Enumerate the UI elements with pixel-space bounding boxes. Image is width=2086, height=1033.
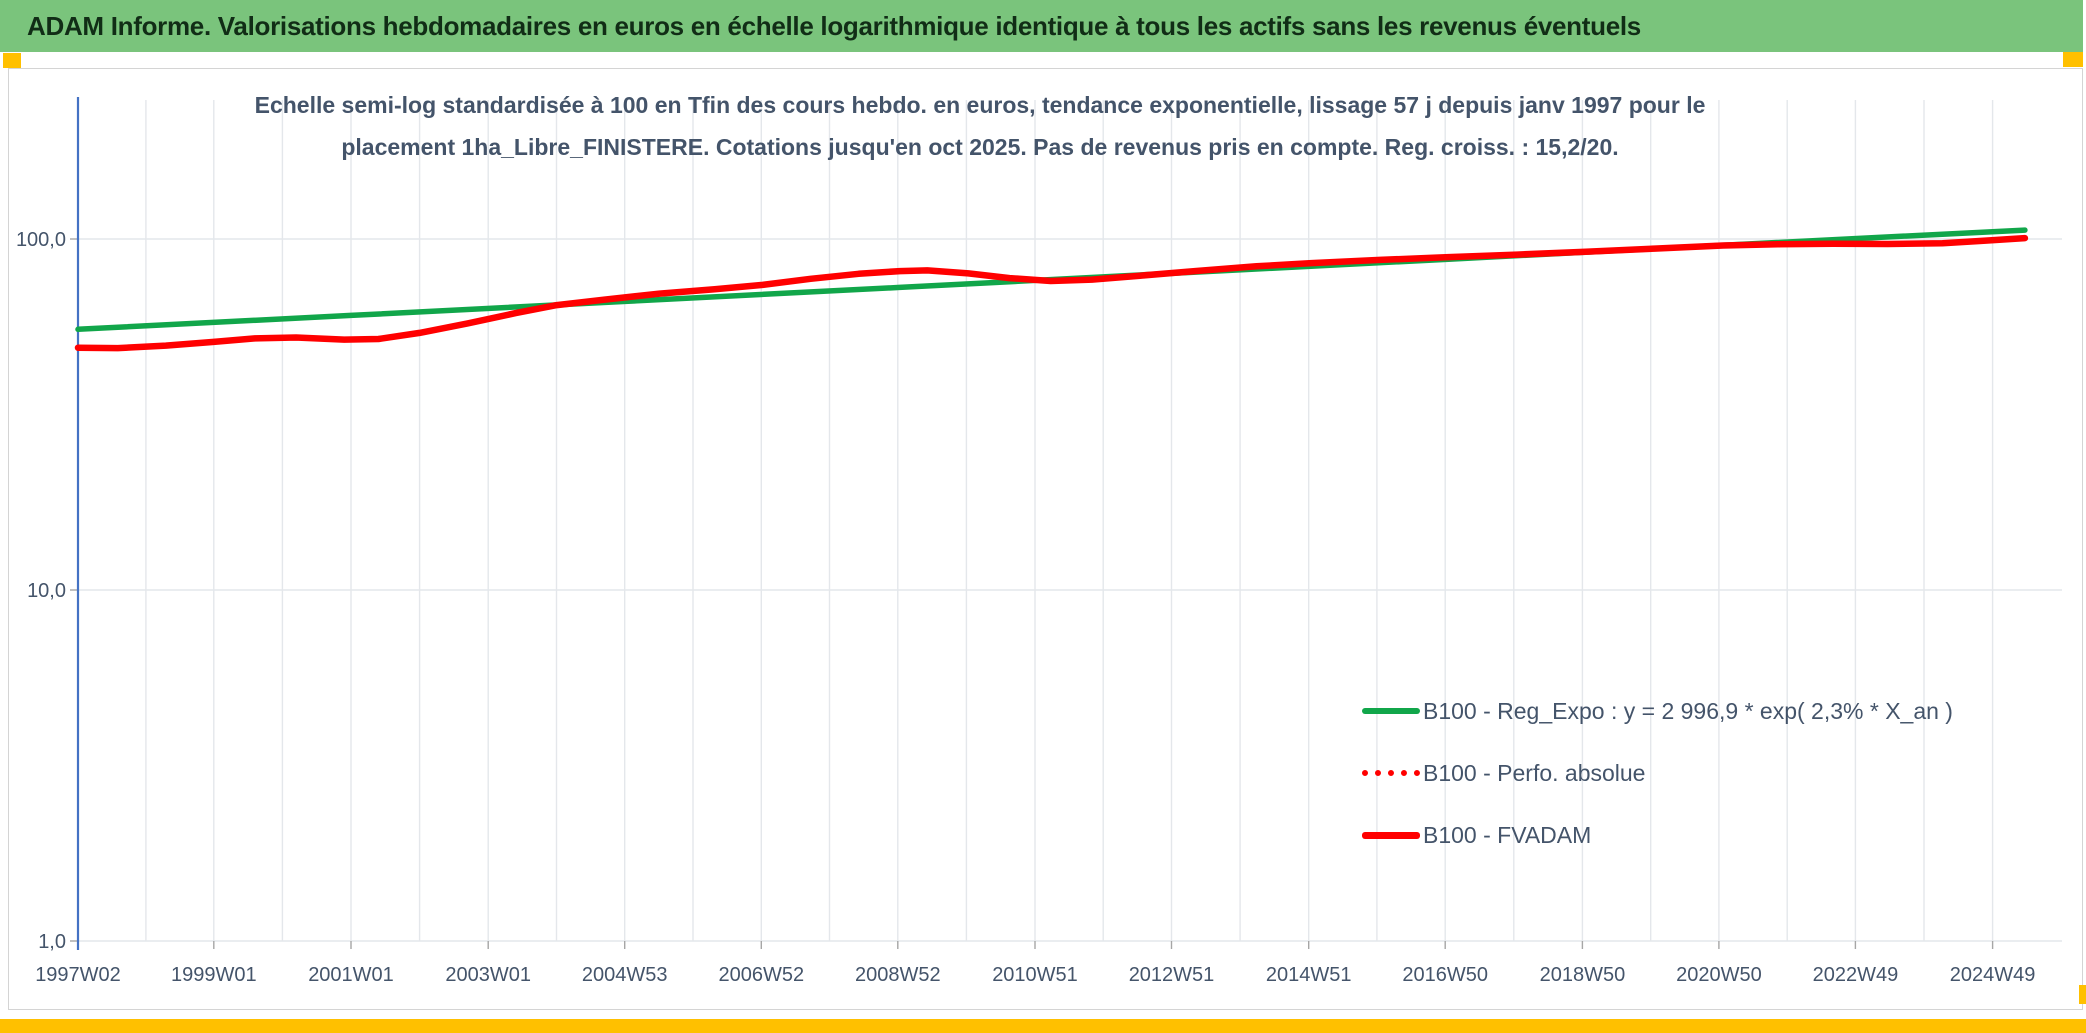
legend-item-fvadam: B100 - FVADAM: [1362, 804, 1953, 866]
legend-label: B100 - FVADAM: [1423, 821, 1592, 848]
legend-solid-line-sample: [1362, 831, 1420, 839]
chart-subtitle: Echelle semi-log standardisée à 100 en T…: [170, 84, 1790, 168]
report-header: ADAM Informe. Valorisations hebdomadaire…: [0, 0, 2083, 52]
legend-label: B100 - Perfo. absolue: [1423, 759, 1646, 786]
legend-label: B100 - Reg_Expo : y = 2 996,9 * exp( 2,3…: [1423, 697, 1953, 724]
side-marker: [2079, 985, 2086, 1004]
bottom-strip: [0, 1019, 2086, 1033]
legend-item-perfo-absolue: B100 - Perfo. absolue: [1362, 742, 1953, 804]
chart-panel: [8, 68, 2083, 1010]
chart-subtitle-line1: Echelle semi-log standardisée à 100 en T…: [254, 92, 1706, 118]
corner-marker-left: [3, 53, 21, 68]
corner-marker-right: [2063, 52, 2083, 67]
legend-solid-line-sample: [1362, 708, 1420, 714]
report-title: ADAM Informe. Valorisations hebdomadaire…: [27, 10, 1641, 41]
chart-legend: B100 - Reg_Expo : y = 2 996,9 * exp( 2,3…: [1362, 680, 1953, 866]
legend-item-reg-expo: B100 - Reg_Expo : y = 2 996,9 * exp( 2,3…: [1362, 680, 1953, 742]
legend-dotted-line-sample: [1362, 770, 1420, 776]
chart-subtitle-line2: placement 1ha_Libre_FINISTERE. Cotations…: [341, 134, 1619, 160]
